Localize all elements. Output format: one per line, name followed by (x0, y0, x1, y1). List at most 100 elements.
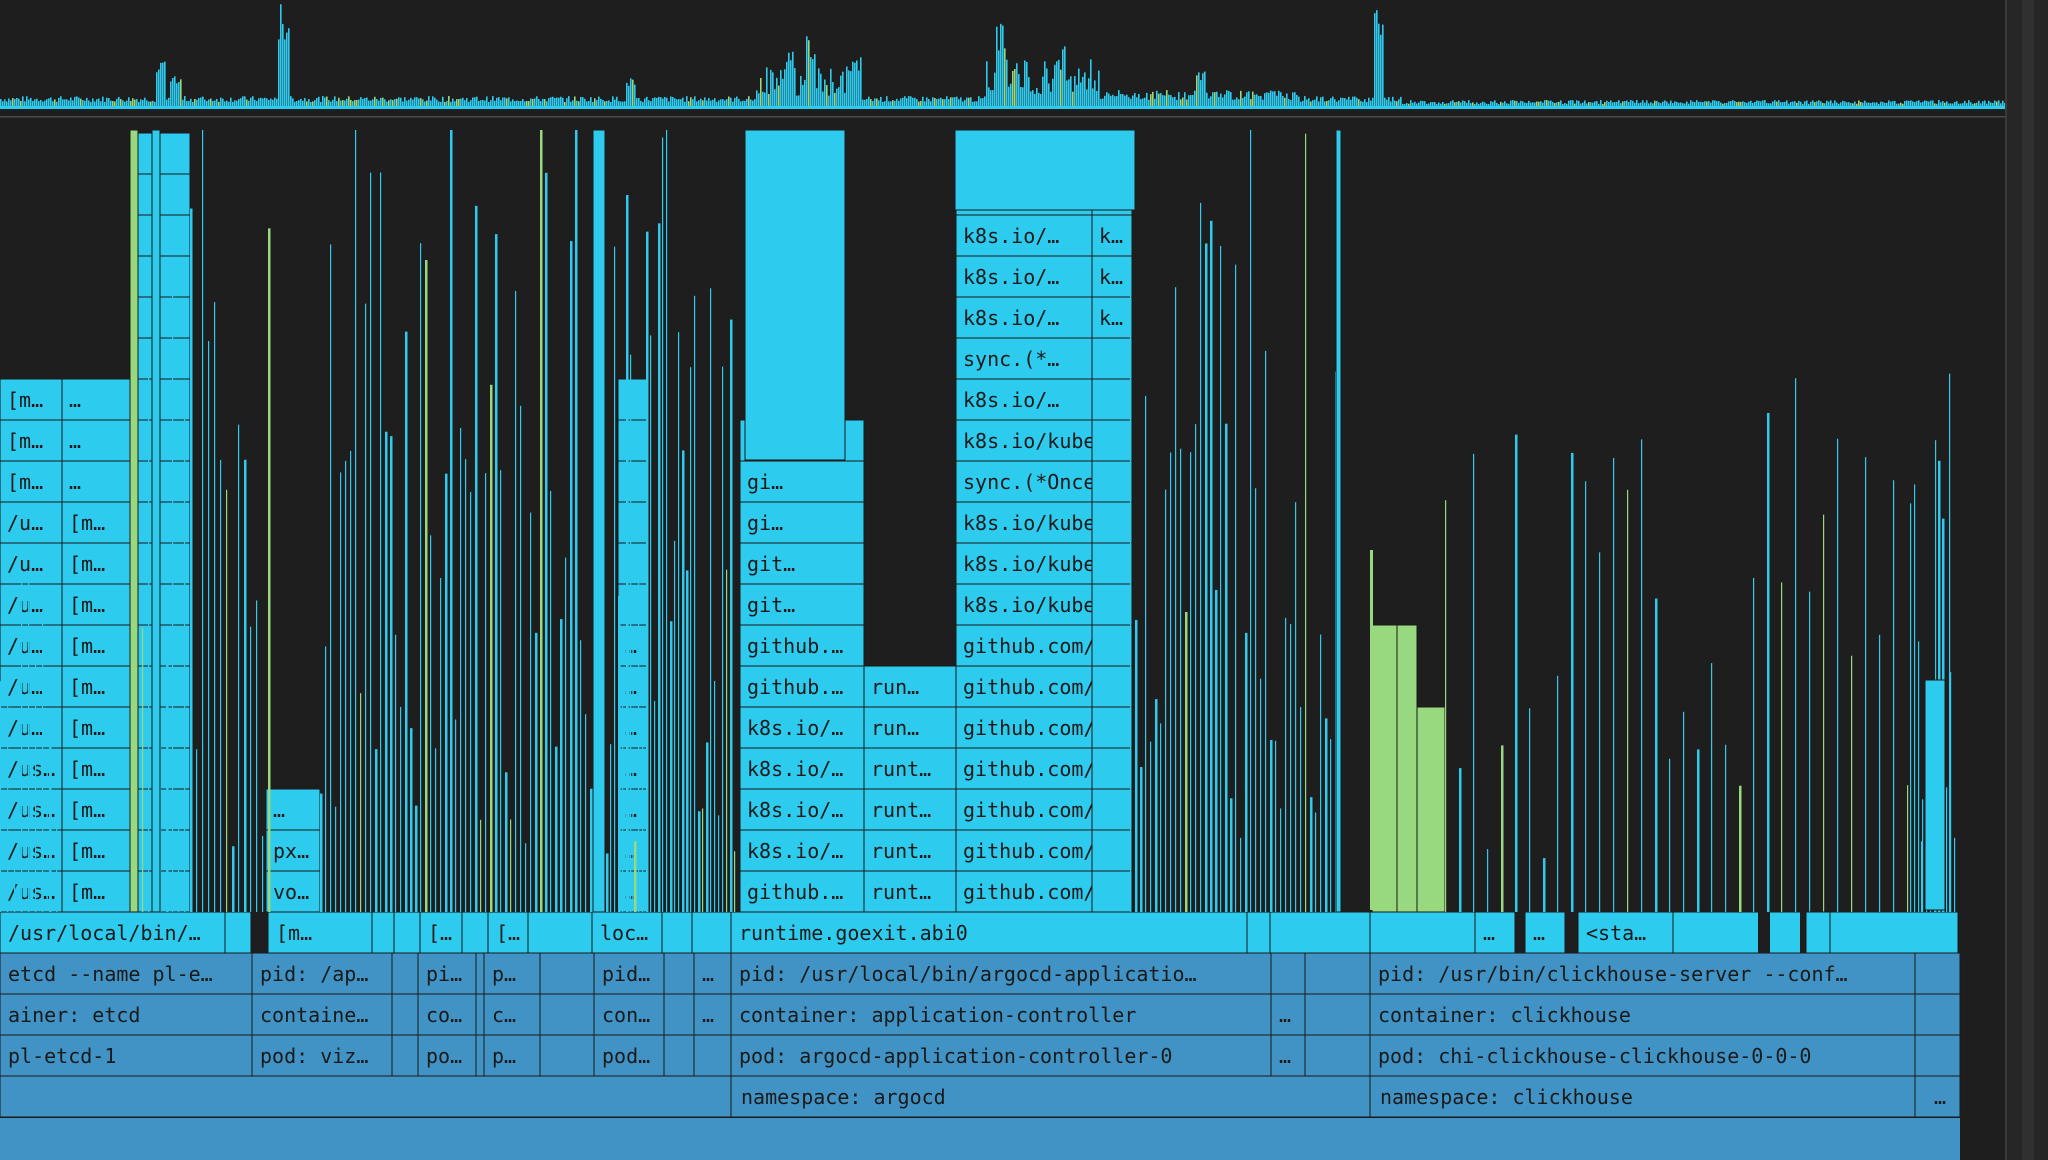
timeline-bar[interactable] (202, 96, 204, 106)
timeline-bar[interactable] (1970, 102, 1972, 106)
timeline-bar[interactable] (918, 101, 920, 106)
timeline-bar[interactable] (130, 101, 132, 106)
timeline-bar[interactable] (326, 96, 328, 106)
timeline-bar[interactable] (934, 98, 936, 106)
timeline-bar[interactable] (398, 97, 400, 106)
timeline-bar[interactable] (708, 97, 710, 106)
timeline-bar[interactable] (1450, 101, 1452, 106)
timeline-bar[interactable] (1214, 92, 1216, 106)
timeline-bar[interactable] (1066, 80, 1068, 106)
timeline-bar[interactable] (1824, 103, 1826, 106)
timeline-bar[interactable] (816, 88, 818, 106)
timeline-bar[interactable] (1026, 61, 1028, 106)
timeline-bar[interactable] (930, 101, 932, 106)
timeline-bar[interactable] (378, 100, 380, 106)
timeline-bar[interactable] (1678, 102, 1680, 106)
timeline-bar[interactable] (1924, 100, 1926, 106)
timeline-bar[interactable] (994, 72, 996, 106)
timeline-bar[interactable] (718, 100, 720, 106)
timeline-bar[interactable] (938, 98, 940, 106)
timeline-bar[interactable] (1768, 103, 1770, 106)
timeline-bar[interactable] (1292, 92, 1294, 106)
timeline-bar[interactable] (1174, 96, 1176, 106)
timeline-bar[interactable] (106, 97, 108, 106)
timeline-bar[interactable] (1418, 102, 1420, 106)
timeline-bar[interactable] (678, 99, 680, 106)
timeline-bar[interactable] (904, 96, 906, 106)
timeline-bar[interactable] (964, 99, 966, 106)
stack-spike[interactable] (722, 366, 724, 912)
timeline-bar[interactable] (370, 100, 372, 106)
timeline-bar[interactable] (1774, 100, 1776, 106)
timeline-bar[interactable] (1468, 100, 1470, 106)
stack-spike[interactable] (470, 492, 472, 912)
timeline-bar[interactable] (2002, 100, 2004, 106)
stack-frame[interactable] (1091, 542, 1133, 585)
timeline-bar[interactable] (166, 99, 168, 106)
timeline-bar[interactable] (1256, 94, 1258, 106)
timeline-bar[interactable] (714, 98, 716, 106)
timeline-bar[interactable] (382, 97, 384, 106)
stack-spike[interactable] (1280, 808, 1282, 912)
timeline-bar[interactable] (1792, 101, 1794, 106)
gap[interactable] (1758, 912, 1770, 953)
timeline-bar[interactable] (400, 97, 402, 106)
stack-frame[interactable] (159, 624, 191, 667)
timeline-bar[interactable] (1560, 100, 1562, 106)
timeline-bar[interactable] (64, 99, 66, 106)
pid-frame[interactable] (475, 952, 485, 995)
timeline-bar[interactable] (810, 57, 812, 106)
timeline-bar[interactable] (704, 97, 706, 106)
timeline-bar[interactable] (440, 101, 442, 106)
pod-frame[interactable] (1914, 1034, 1961, 1077)
timeline-bar[interactable] (1756, 100, 1758, 106)
stack-spike[interactable] (1910, 503, 1912, 912)
timeline-bar[interactable] (36, 98, 38, 106)
timeline-bar[interactable] (374, 96, 376, 106)
timeline-bar[interactable] (594, 98, 596, 106)
timeline-bar[interactable] (186, 101, 188, 106)
stack-spike[interactable] (1879, 634, 1881, 912)
timeline-bar[interactable] (164, 61, 166, 106)
timeline-bar[interactable] (542, 98, 544, 106)
timeline-bar[interactable] (828, 95, 830, 106)
timeline-bar[interactable] (1288, 98, 1290, 106)
stack-spike[interactable] (238, 424, 240, 912)
timeline-bar[interactable] (870, 99, 872, 106)
timeline-bar[interactable] (1902, 103, 1904, 106)
timeline-bar[interactable] (112, 100, 114, 106)
timeline-bar[interactable] (562, 97, 564, 106)
timeline-bar[interactable] (1152, 91, 1154, 106)
stack-spike[interactable] (1711, 663, 1713, 912)
timeline-bar[interactable] (1872, 102, 1874, 106)
pod-frame[interactable] (539, 1034, 595, 1077)
timeline-bar[interactable] (1584, 100, 1586, 106)
stack-spike[interactable] (726, 569, 728, 912)
timeline-bar[interactable] (512, 99, 514, 106)
stack-spike[interactable] (1473, 453, 1475, 912)
timeline-bar[interactable] (18, 98, 20, 106)
timeline-bar[interactable] (1206, 92, 1208, 106)
timeline-bar[interactable] (600, 98, 602, 106)
timeline-bar[interactable] (842, 71, 844, 106)
stack-frame[interactable] (1091, 460, 1133, 503)
timeline-bar[interactable] (1176, 99, 1178, 106)
timeline-bar[interactable] (1844, 101, 1846, 106)
stack-spike[interactable] (565, 557, 567, 912)
timeline-bar[interactable] (90, 101, 92, 106)
timeline-bar[interactable] (526, 100, 528, 106)
pod-frame[interactable] (391, 1034, 419, 1077)
stack-frame[interactable] (159, 706, 191, 749)
timeline-bar[interactable] (1076, 84, 1078, 106)
timeline-bar[interactable] (422, 99, 424, 106)
stack-spike[interactable] (520, 405, 522, 912)
timeline-bar[interactable] (212, 101, 214, 106)
stack-frame[interactable] (955, 788, 1093, 831)
timeline-bar[interactable] (1048, 83, 1050, 106)
timeline-bar[interactable] (306, 101, 308, 106)
timeline-bar[interactable] (1590, 102, 1592, 106)
timeline-bar[interactable] (360, 97, 362, 106)
timeline-bar[interactable] (470, 100, 472, 106)
timeline-bar[interactable] (1516, 100, 1518, 106)
stack-spike[interactable] (184, 384, 186, 912)
